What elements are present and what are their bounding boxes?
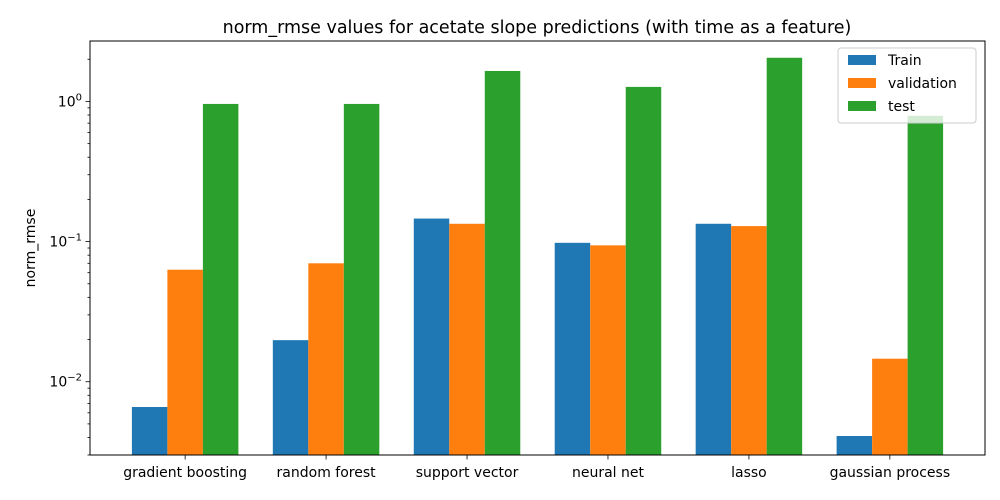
bar-validation-gradient-boosting: [167, 269, 203, 455]
chart-title: norm_rmse values for acetate slope predi…: [223, 18, 852, 38]
series-train: [131, 218, 873, 455]
series-test: [202, 57, 944, 456]
bar-test-support-vector: [484, 70, 521, 455]
bar-test-gaussian-process: [907, 115, 944, 456]
bar-validation-lasso: [731, 226, 767, 455]
bar-train-gradient-boosting: [131, 407, 168, 455]
bar-test-random-forest: [343, 103, 380, 456]
y-tick-label: 10−1: [49, 233, 82, 251]
bar-test-lasso: [766, 57, 803, 455]
legend-label-test: test: [888, 99, 915, 115]
bar-train-neural-net: [554, 242, 591, 455]
bar-validation-gaussian-process: [872, 358, 908, 455]
plot-area: 10−2 10−1 100 gradient boosting random fores…: [49, 40, 986, 481]
y-tick-label: 100: [58, 92, 82, 110]
bar-test-gradient-boosting: [202, 103, 239, 456]
bar-train-random-forest: [272, 340, 309, 455]
bar-validation-support-vector: [449, 223, 485, 455]
y-tick-exponent: −2: [67, 373, 82, 384]
x-axis-ticks: gradient boosting random forest support ve…: [123, 455, 950, 481]
y-tick-exponent: −1: [67, 233, 82, 244]
bar-train-gaussian-process: [836, 435, 873, 455]
y-axis-ticks: 10−2 10−1 100: [49, 58, 90, 456]
bar-train-lasso: [695, 223, 732, 455]
legend-swatch-train: [848, 55, 876, 65]
y-tick-exponent: 0: [76, 92, 82, 103]
bar-validation-random-forest: [308, 263, 344, 455]
y-axis-label: norm_rmse: [23, 209, 39, 288]
legend-label-train: Train: [887, 53, 922, 69]
series-validation: [167, 223, 908, 455]
legend: Train validation test: [837, 47, 977, 124]
legend-swatch-validation: [848, 78, 876, 88]
x-tick-label: neural net: [572, 465, 645, 481]
x-tick-label: lasso: [731, 465, 767, 481]
legend-swatch-test: [848, 101, 876, 111]
x-tick-label: support vector: [416, 465, 519, 481]
x-tick-label: gaussian process: [830, 465, 951, 481]
y-tick-label: 10−2: [49, 373, 82, 391]
bar-train-support-vector: [413, 218, 450, 455]
x-tick-label: gradient boosting: [123, 465, 247, 481]
x-tick-label: random forest: [277, 465, 377, 481]
bar-test-neural-net: [625, 86, 662, 456]
bar-validation-neural-net: [590, 245, 626, 455]
legend-label-validation: validation: [888, 76, 957, 92]
